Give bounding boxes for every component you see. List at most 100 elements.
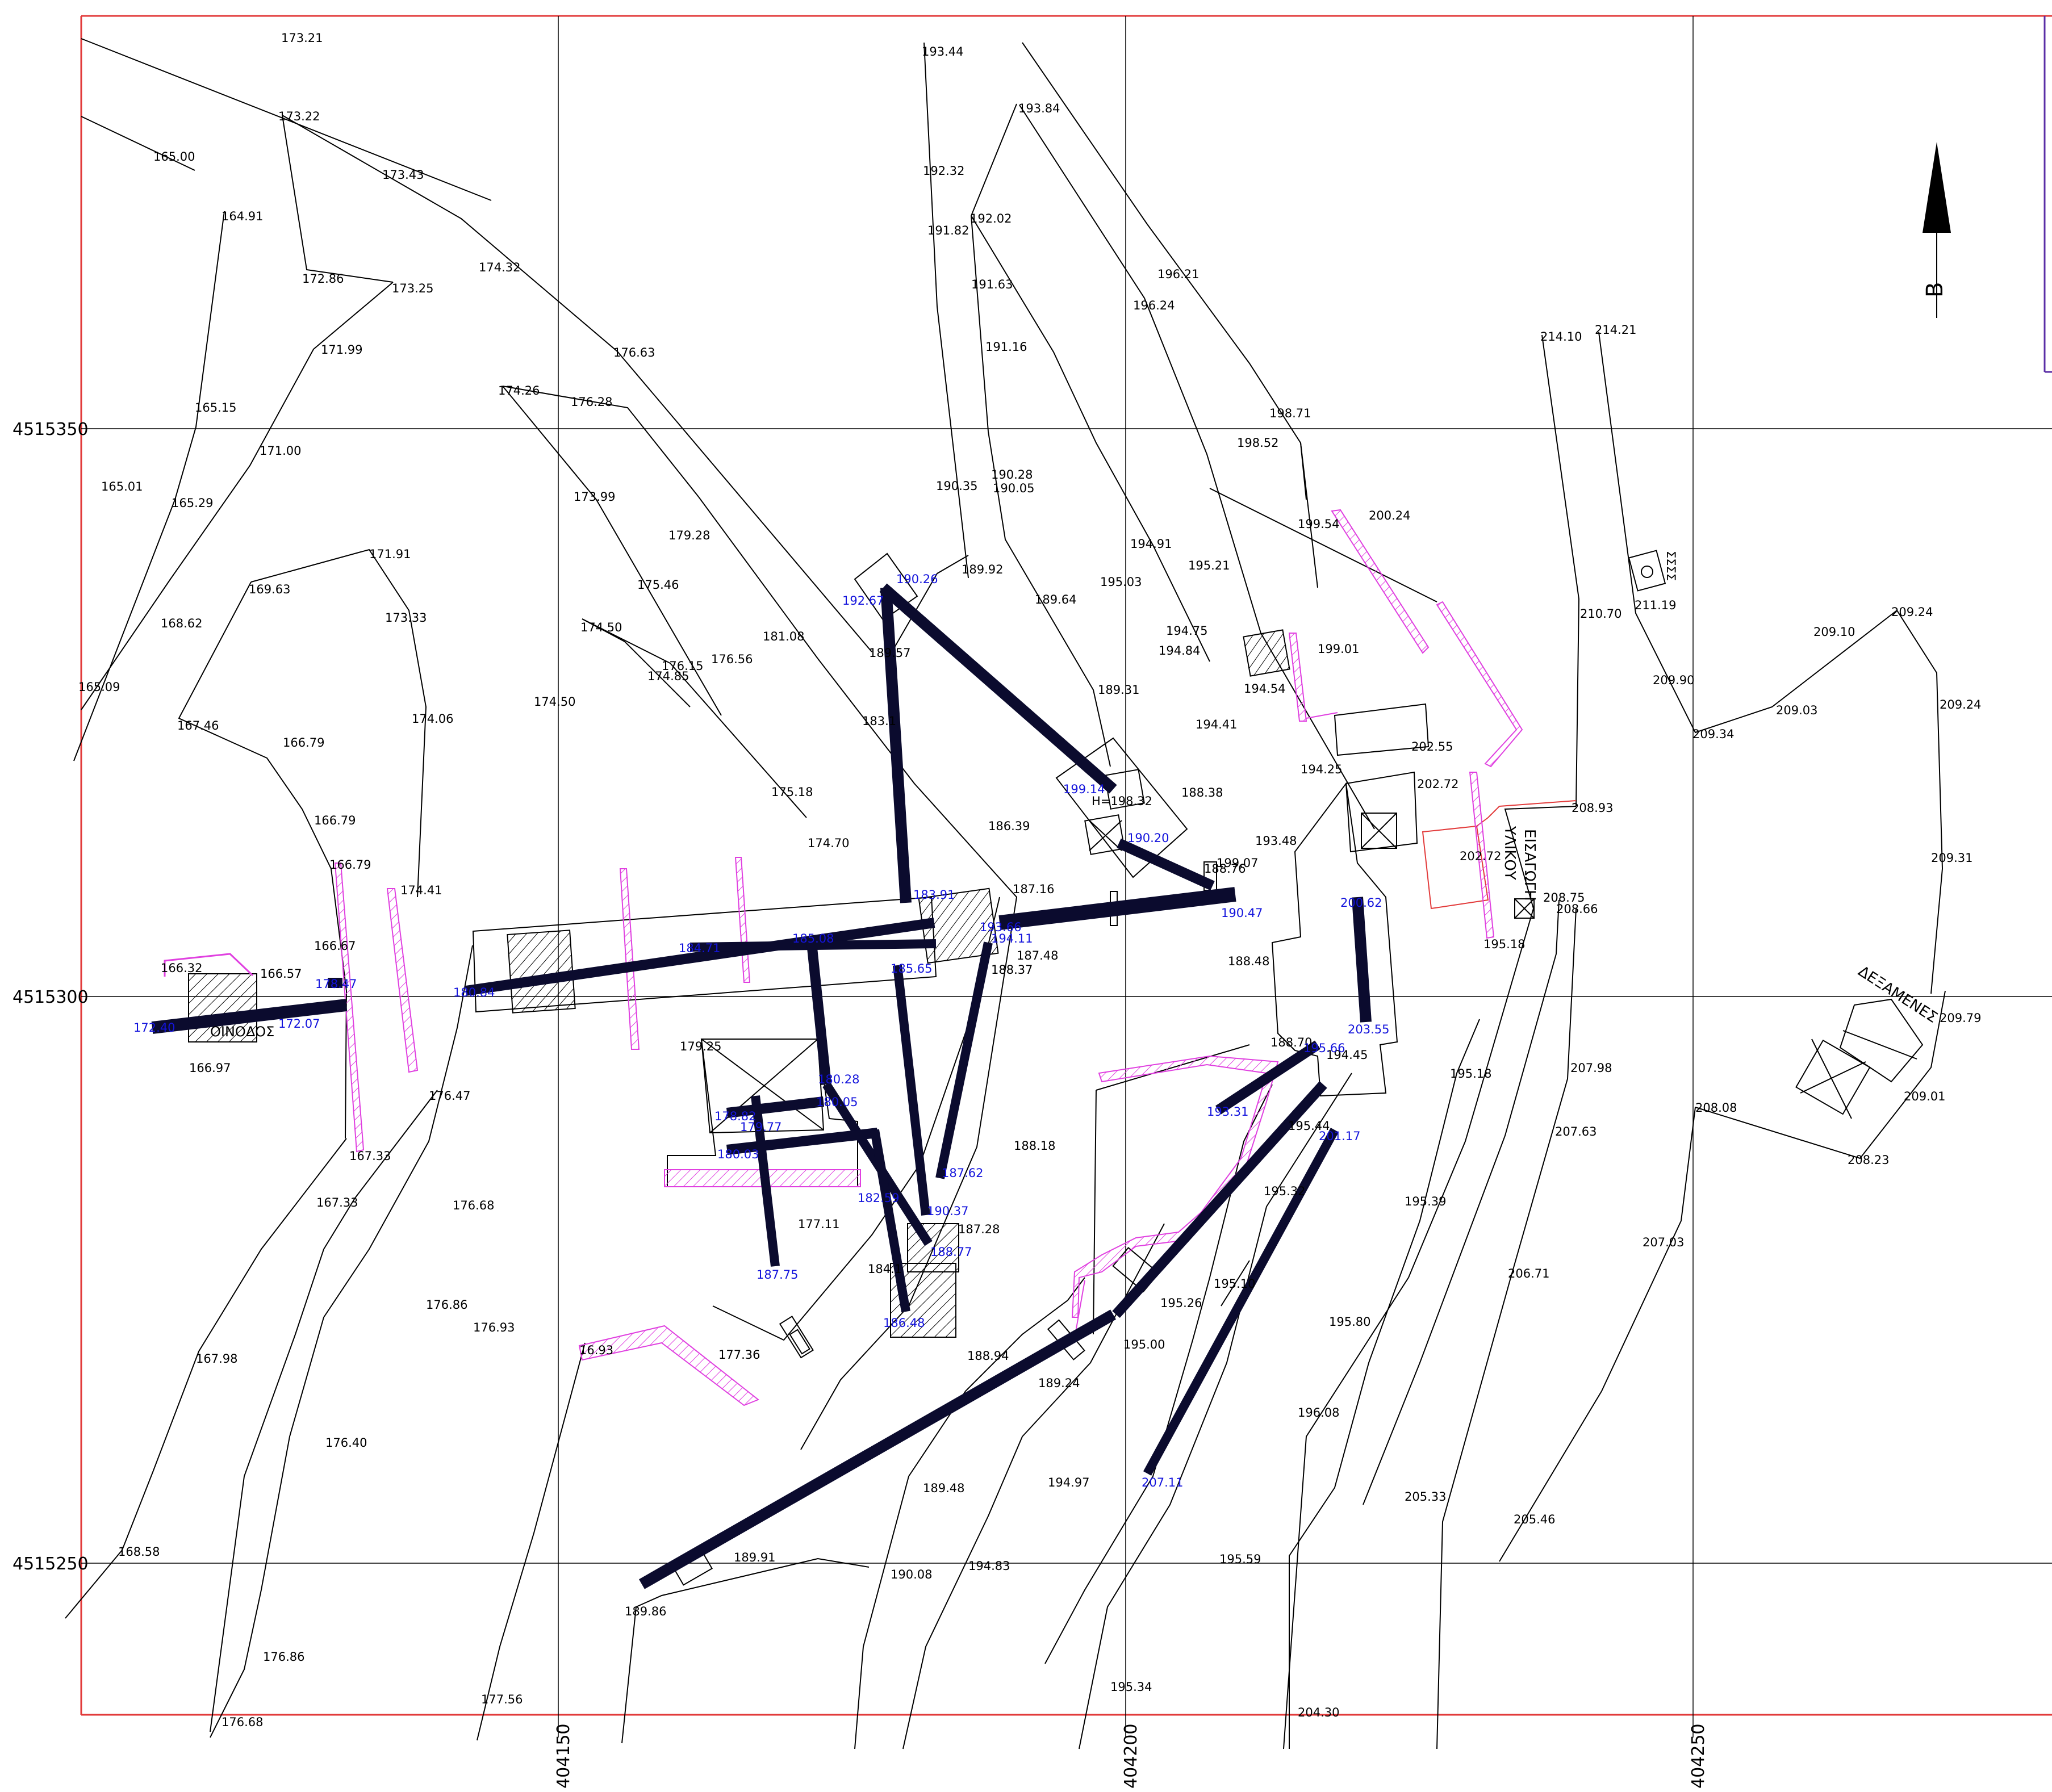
trench-line	[726, 1128, 879, 1155]
spot-height: 167.46	[177, 719, 219, 732]
spot-height: 205.33	[1405, 1490, 1446, 1504]
spot-height: 195.59	[1219, 1552, 1261, 1566]
spot-height: 198.71	[1269, 407, 1311, 420]
trench-height: 180.03	[717, 1148, 759, 1161]
trench-height: 172.07	[278, 1017, 320, 1031]
spot-height: 171.91	[369, 547, 411, 561]
spot-height: 184.1	[868, 1262, 902, 1276]
grid-label-x-404150: 404150	[554, 1723, 574, 1789]
spot-height: 164.91	[222, 210, 263, 223]
spot-height: 165.15	[195, 401, 236, 414]
spot-height: 209.01	[1904, 1090, 1945, 1103]
label-ylikou: ΥΛΙΚΟΥ	[1501, 826, 1518, 880]
spot-height: 193.48	[1255, 834, 1297, 848]
spot-height: 179.25	[680, 1040, 721, 1053]
spot-height: 176.40	[325, 1436, 367, 1450]
spot-height: 171.00	[260, 444, 301, 458]
spot-height: 187.28	[958, 1222, 1000, 1236]
spot-height: 209.03	[1776, 704, 1817, 717]
trench-line	[151, 999, 348, 1034]
spot-height: 176.63	[613, 346, 655, 359]
spot-height: 176.15	[662, 659, 703, 673]
trench-line	[935, 941, 993, 1179]
spot-height: 16.93	[579, 1343, 613, 1357]
spot-height: 188.37	[991, 963, 1033, 977]
label-dexamenes: ΔΕΞΑΜΕΝΕΣ	[1855, 963, 1940, 1027]
grid-labels: 404150 404200 404250 4515350 4515300 451…	[12, 420, 1708, 1789]
spot-height: 174.06	[412, 712, 453, 726]
spot-height: 207.63	[1555, 1125, 1597, 1138]
spot-height: 167.33	[349, 1149, 391, 1163]
spot-height: 171.99	[321, 343, 362, 357]
spot-height: 176.68	[222, 1715, 263, 1729]
trench-height: 172.40	[133, 1021, 175, 1035]
trench-line	[1112, 1081, 1327, 1318]
spot-height: 188.70	[1271, 1036, 1312, 1049]
spot-height: 174.70	[808, 836, 849, 850]
trench-height: 190.37	[927, 1204, 968, 1218]
spot-height: 173.33	[385, 611, 427, 625]
trench-line	[893, 965, 930, 1216]
spot-height: 202.72	[1460, 849, 1501, 863]
spot-height: 190.05	[993, 482, 1034, 495]
trench-height: 178.82	[714, 1109, 756, 1123]
spot-height: 199.54	[1298, 517, 1339, 531]
trench-line	[998, 887, 1236, 930]
spot-height: 209.24	[1891, 605, 1933, 619]
spot-height: 177.36	[718, 1348, 760, 1362]
label-qq: ΣΣΣΣ	[1664, 551, 1678, 581]
spot-height: 193.84	[1018, 102, 1060, 115]
contour-lines	[65, 38, 1946, 1749]
trench-height: 179.77	[740, 1120, 781, 1134]
spot-height: 169.63	[249, 583, 290, 596]
structures	[188, 550, 1924, 1586]
trench-line	[880, 587, 912, 903]
spot-height: 188.94	[967, 1349, 1009, 1363]
trench-height: 207.11	[1142, 1476, 1183, 1489]
spot-height: 193.44	[922, 45, 963, 58]
spot-height: 209.79	[1940, 1011, 1981, 1025]
magenta-walls	[164, 509, 1523, 1406]
spot-height: 166.79	[314, 814, 356, 827]
trench-height: 193.66	[980, 920, 1021, 934]
spot-height: 195.32	[1264, 1184, 1305, 1198]
trench-line	[1143, 1128, 1339, 1476]
grid-label-x-404200: 404200	[1121, 1723, 1141, 1789]
spot-height: 195.03	[1100, 575, 1142, 589]
spot-height: 187.16	[1013, 882, 1054, 896]
spot-height: 208.75	[1543, 891, 1585, 905]
spot-height: 195.00	[1123, 1338, 1165, 1351]
spot-height: 196.24	[1133, 299, 1175, 312]
spot-height: 166.57	[260, 967, 302, 981]
trench-line	[806, 936, 831, 1085]
spot-height: 188.38	[1181, 786, 1223, 799]
spot-height: 189.57	[869, 646, 910, 660]
spot-height: 195.34	[1110, 1680, 1152, 1694]
spot-height: 195.10	[1214, 1277, 1255, 1291]
spot-height: 194.83	[968, 1559, 1010, 1573]
spot-height: 214.21	[1595, 323, 1636, 337]
spot-height: 166.32	[161, 961, 202, 975]
spot-height: 176.68	[453, 1199, 494, 1212]
spot-height: 166.97	[189, 1061, 231, 1075]
spot-height: 195.18	[1450, 1067, 1491, 1081]
spot-height: 173.22	[278, 110, 320, 123]
spot-height: 194.41	[1196, 718, 1237, 731]
spot-height: 195.26	[1160, 1296, 1202, 1310]
spot-height: 189.48	[923, 1481, 964, 1495]
spot-height: 194.54	[1244, 682, 1285, 696]
trench-heights: 190.26 192.67 199.14 190.20 190.47 183.9…	[133, 572, 1389, 1489]
trench-height: 195.66	[1303, 1041, 1345, 1055]
trench-height: 188.77	[930, 1245, 972, 1259]
spot-height: 200.24	[1369, 509, 1410, 522]
spot-height: 176.56	[711, 652, 753, 666]
spot-height: 199.01	[1318, 642, 1359, 656]
spot-height: 194.97	[1048, 1476, 1089, 1489]
spot-height: 173.25	[392, 282, 433, 295]
trench-height: 184.71	[679, 941, 720, 955]
spot-height: 195.39	[1405, 1195, 1446, 1208]
spot-height: 166.79	[283, 736, 324, 750]
spot-height: 176.28	[571, 395, 612, 409]
spot-height: 208.08	[1695, 1101, 1737, 1115]
spot-height: 194.25	[1301, 763, 1342, 776]
